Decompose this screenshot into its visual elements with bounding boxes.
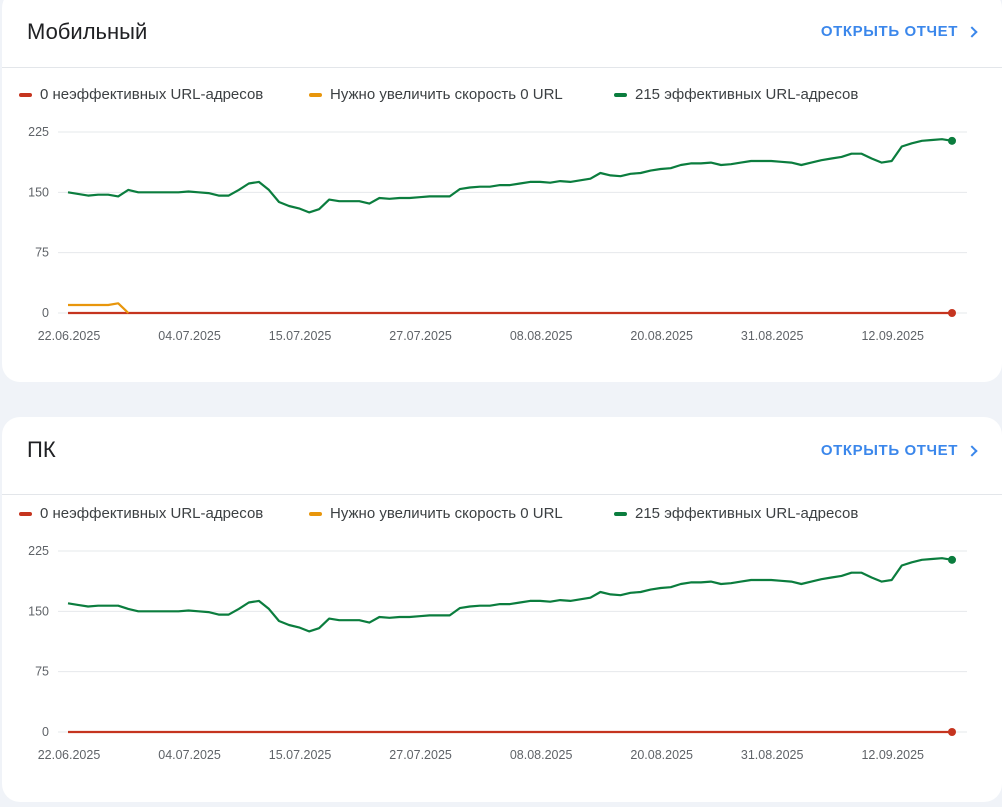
series-end-point[interactable] — [948, 136, 956, 145]
pc-card-header: ПК ОТКРЫТЬ ОТЧЕТ — [2, 417, 1002, 495]
series-end-point[interactable] — [948, 309, 956, 317]
x-tick-label: 27.07.2025 — [389, 329, 452, 343]
pc-card: ПК ОТКРЫТЬ ОТЧЕТ 0 неэффективных URL-адр… — [2, 417, 1002, 802]
x-tick-label: 12.09.2025 — [861, 329, 924, 343]
x-tick-label: 15.07.2025 — [269, 329, 332, 343]
x-tick-label: 22.06.2025 — [38, 748, 101, 762]
series-line — [67, 138, 953, 214]
series-end-point[interactable] — [948, 728, 956, 736]
x-tick-label: 15.07.2025 — [269, 748, 332, 762]
legend-swatch — [309, 511, 322, 516]
x-tick-label: 31.08.2025 — [741, 329, 804, 343]
legend-label: 0 неэффективных URL-адресов — [40, 505, 264, 522]
line-chart: 0 75 150 225 22.06.2025 04.07.2025 15.07.2025 2… — [28, 544, 967, 762]
legend-swatch — [614, 92, 627, 97]
x-tick-label: 12.09.2025 — [861, 748, 924, 762]
legend-item-needs-improvement[interactable]: Нужно увеличить скорость 0 URL — [309, 86, 563, 103]
open-report-button[interactable]: ОТКРЫТЬ ОТЧЕТ — [820, 442, 978, 459]
open-report-button[interactable]: ОТКРЫТЬ ОТЧЕТ — [820, 23, 978, 40]
y-tick-label: 0 — [42, 725, 49, 739]
x-tick-label: 04.07.2025 — [158, 748, 221, 762]
card-title: ПК — [27, 437, 56, 462]
y-tick-label: 150 — [28, 185, 49, 199]
x-tick-label: 22.06.2025 — [38, 329, 101, 343]
x-tick-label: 04.07.2025 — [158, 329, 221, 343]
pc-chart: 0 75 150 225 22.06.2025 04.07.2025 15.07.2025 2… — [2, 539, 1002, 779]
open-report-label: ОТКРЫТЬ ОТЧЕТ — [820, 442, 958, 459]
legend-item-needs-improvement[interactable]: Нужно увеличить скорость 0 URL — [309, 505, 563, 522]
y-tick-label: 0 — [42, 306, 49, 320]
y-tick-label: 75 — [35, 246, 49, 260]
legend-label: Нужно увеличить скорость 0 URL — [330, 505, 563, 522]
legend-item-good[interactable]: 215 эффективных URL-адресов — [614, 86, 858, 103]
legend-label: 215 эффективных URL-адресов — [635, 505, 859, 522]
line-chart: 0 75 150 225 22.06.2025 04.07.2025 15.07.2025 2… — [28, 125, 967, 343]
legend-item-poor[interactable]: 0 неэффективных URL-адресов — [19, 86, 263, 103]
series-end-point[interactable] — [948, 555, 956, 564]
series-line — [68, 302, 130, 314]
legend-swatch — [309, 92, 322, 97]
mobile-chart: 0 75 150 225 22.06.2025 04.07.2025 15.07.2025 2… — [2, 120, 1002, 360]
series-line — [67, 557, 953, 633]
y-tick-label: 225 — [28, 125, 49, 139]
mobile-card: Мобильный ОТКРЫТЬ ОТЧЕТ 0 неэффективных … — [2, 0, 1002, 382]
x-tick-label: 08.08.2025 — [510, 748, 573, 762]
y-tick-label: 225 — [28, 544, 49, 558]
x-tick-label: 20.08.2025 — [630, 329, 693, 343]
legend-label: 215 эффективных URL-адресов — [635, 86, 859, 103]
x-tick-label: 08.08.2025 — [510, 329, 573, 343]
x-tick-label: 31.08.2025 — [741, 748, 804, 762]
legend-label: 0 неэффективных URL-адресов — [40, 86, 264, 103]
x-tick-label: 27.07.2025 — [389, 748, 452, 762]
y-tick-label: 75 — [35, 665, 49, 679]
legend-label: Нужно увеличить скорость 0 URL — [330, 86, 563, 103]
chevron-right-icon — [966, 444, 978, 457]
open-report-label: ОТКРЫТЬ ОТЧЕТ — [820, 23, 958, 40]
legend-swatch — [19, 511, 32, 516]
legend-swatch — [614, 511, 627, 516]
legend-item-poor[interactable]: 0 неэффективных URL-адресов — [19, 505, 263, 522]
chevron-right-icon — [966, 25, 978, 38]
card-title: Мобильный — [27, 19, 148, 44]
legend-item-good[interactable]: 215 эффективных URL-адресов — [614, 505, 858, 522]
y-tick-label: 150 — [28, 604, 49, 618]
x-tick-label: 20.08.2025 — [630, 748, 693, 762]
legend-swatch — [19, 92, 32, 97]
mobile-card-header: Мобильный ОТКРЫТЬ ОТЧЕТ — [2, 0, 1002, 68]
